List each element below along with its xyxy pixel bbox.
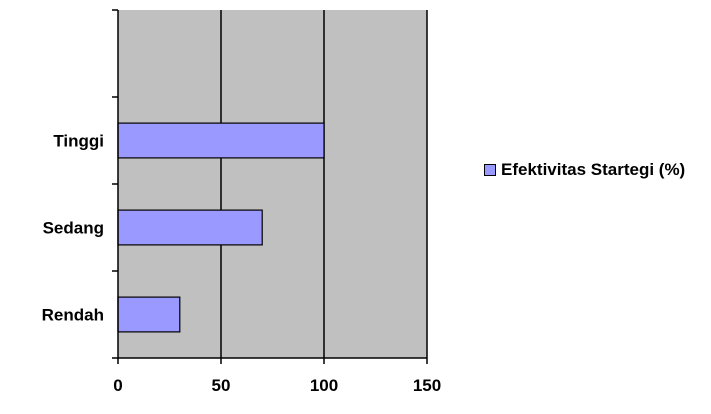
chart-legend: Efektivitas Startegi (%) <box>476 152 711 244</box>
x-tick-label: 150 <box>413 376 441 395</box>
x-tick-label: 100 <box>310 376 338 395</box>
bar-tinggi <box>117 122 325 159</box>
bar-rendah <box>117 296 181 333</box>
category-label: Sedang <box>43 219 104 238</box>
x-tick-label: 0 <box>113 376 122 395</box>
bar-sedang <box>117 209 263 246</box>
x-tick-label: 50 <box>212 376 231 395</box>
legend-label: Efektivitas Startegi (%) <box>501 160 686 179</box>
category-label: Rendah <box>42 306 104 325</box>
legend-swatch <box>484 164 496 176</box>
category-label: Tinggi <box>53 132 104 151</box>
